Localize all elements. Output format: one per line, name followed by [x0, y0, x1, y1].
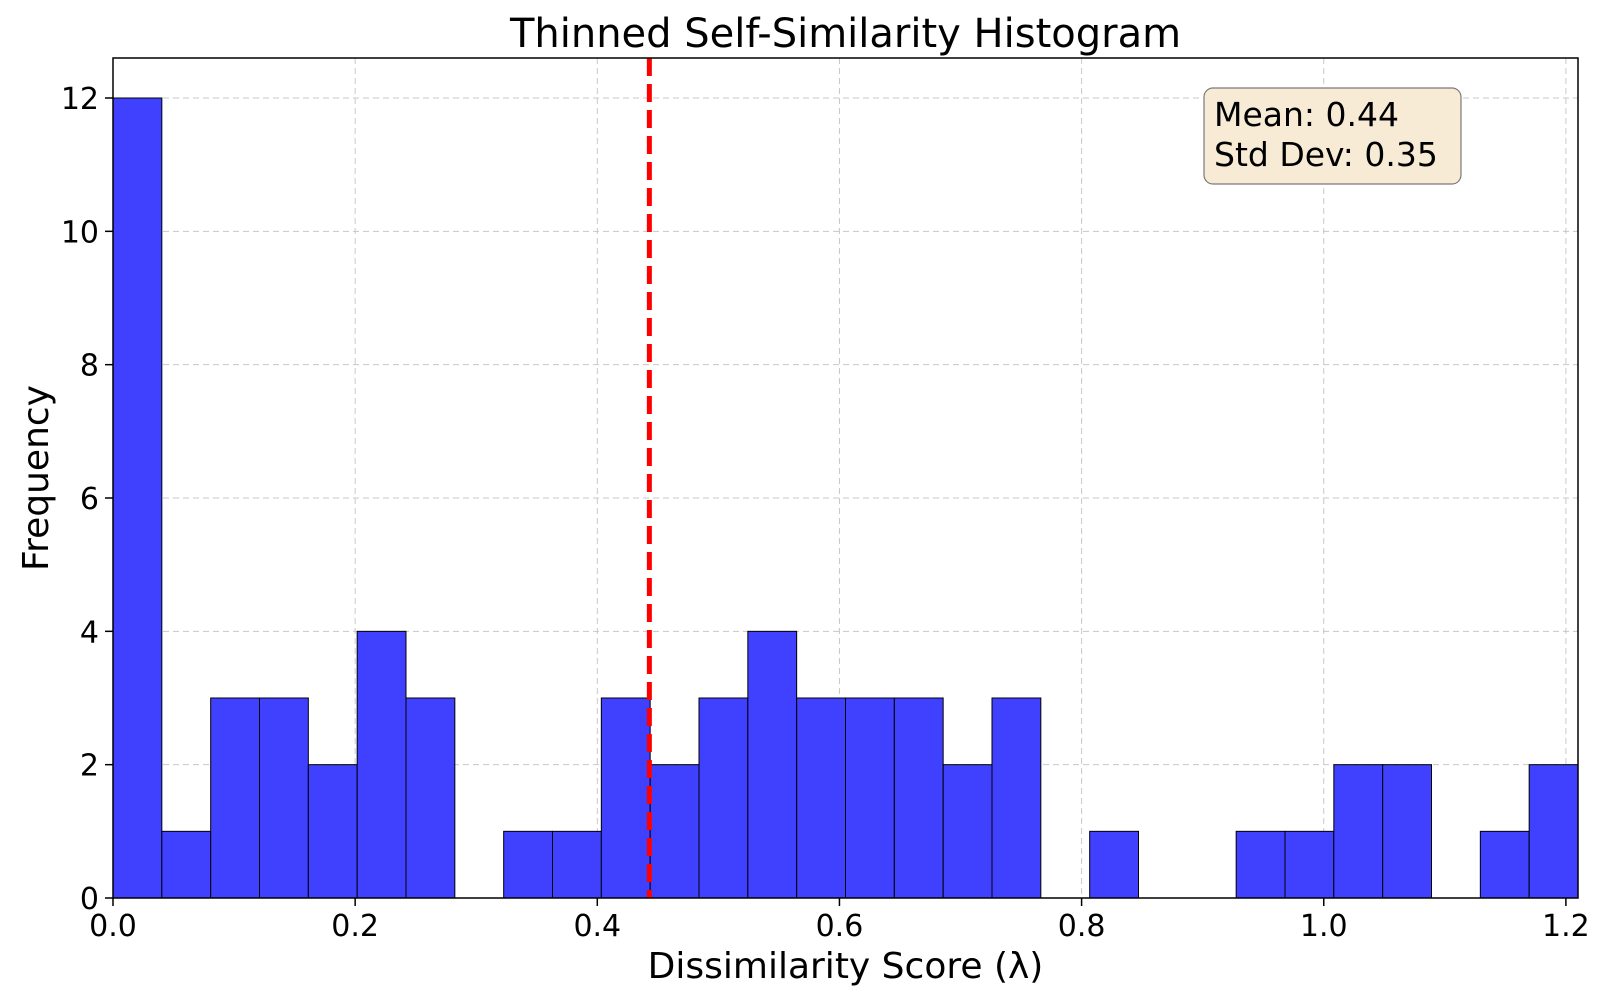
histogram-bar — [112, 97, 163, 899]
histogram-bar — [1382, 764, 1432, 899]
x-tick-label: 0.4 — [573, 909, 621, 944]
y-tick-label: 8 — [80, 349, 99, 384]
histogram-bar — [893, 697, 944, 899]
histogram-bar — [698, 697, 749, 899]
histogram-bar — [259, 697, 309, 899]
x-tick-label: 0.2 — [331, 909, 379, 944]
histogram-bar — [942, 764, 993, 899]
histogram-bar — [1089, 830, 1139, 899]
x-tick-label: 0.6 — [816, 909, 864, 944]
y-axis-label: Frequency — [16, 385, 57, 571]
plot-frame — [112, 57, 1579, 899]
histogram-bar — [1235, 830, 1286, 899]
x-tick-label: 0.8 — [1058, 909, 1106, 944]
histogram-bar — [552, 830, 602, 899]
histogram-bar — [845, 697, 895, 899]
stats-mean-text: Mean: 0.44 — [1214, 95, 1399, 134]
stats-box: Mean: 0.44 Std Dev: 0.35 — [1203, 87, 1462, 185]
histogram-bar — [210, 697, 260, 899]
x-axis-ticks: 0.0 0.2 0.4 0.6 0.8 1.0 1.2 — [89, 898, 1590, 944]
histogram-bar — [991, 697, 1042, 899]
histogram-bar — [1333, 764, 1384, 899]
y-tick-label: 2 — [80, 749, 99, 784]
x-axis-label: Dissimilarity Score (λ) — [648, 946, 1044, 987]
stats-std-text: Std Dev: 0.35 — [1214, 135, 1438, 174]
histogram-bar — [649, 764, 700, 899]
histogram-bars — [112, 97, 1579, 899]
histogram-bar — [161, 830, 212, 899]
histogram-bar — [1479, 830, 1530, 899]
x-tick-label: 1.2 — [1542, 909, 1590, 944]
y-tick-label: 12 — [61, 82, 99, 117]
histogram-bar — [1284, 830, 1335, 899]
histogram-bar — [356, 630, 407, 899]
histogram-bar — [503, 830, 554, 899]
histogram-bar — [405, 697, 456, 899]
y-tick-label: 0 — [80, 882, 99, 917]
x-tick-label: 1.0 — [1300, 909, 1348, 944]
histogram-bar — [1528, 764, 1579, 899]
histogram-bar — [600, 697, 651, 899]
stats-box-background — [1203, 87, 1462, 185]
histogram-bar — [747, 630, 798, 899]
histogram-bar — [307, 764, 358, 899]
y-tick-label: 10 — [61, 215, 99, 250]
y-tick-label: 4 — [80, 615, 99, 650]
y-tick-label: 6 — [80, 482, 99, 517]
y-axis-ticks: 0 2 4 6 8 10 12 — [61, 82, 113, 917]
chart-title: Thinned Self-Similarity Histogram — [509, 11, 1181, 57]
histogram-bar — [796, 697, 847, 899]
x-tick-label: 0.0 — [89, 909, 137, 944]
